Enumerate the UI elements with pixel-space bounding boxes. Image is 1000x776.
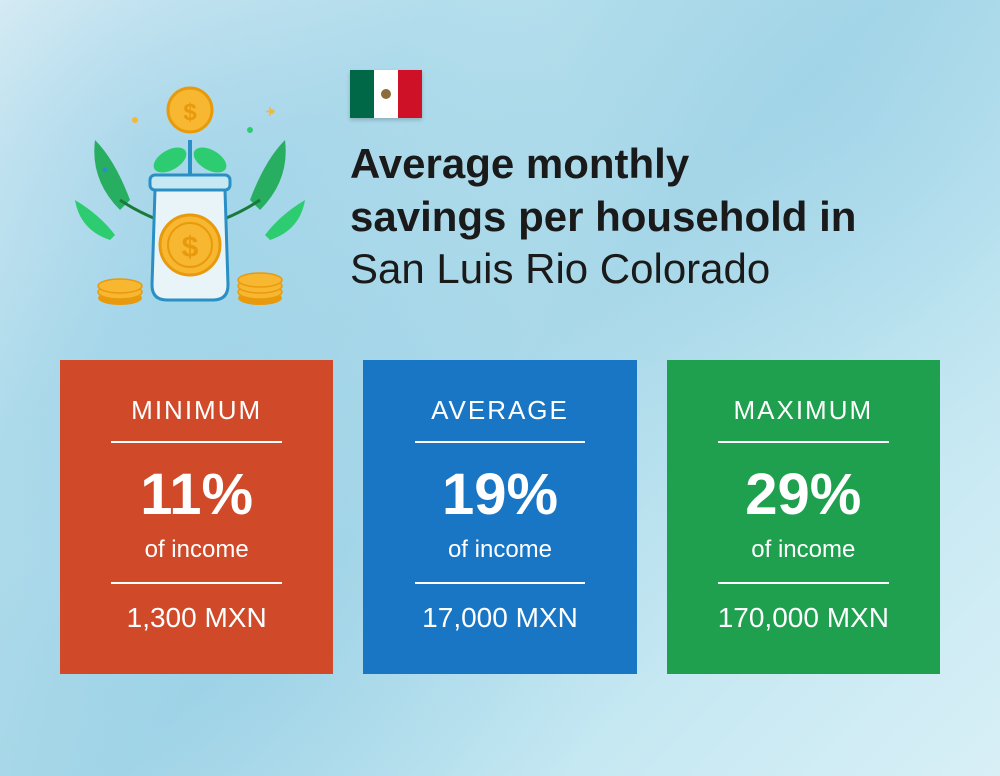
- card-percent: 11%: [90, 461, 303, 528]
- card-divider: [718, 441, 889, 443]
- stat-cards-row: MINIMUM 11% of income 1,300 MXN AVERAGE …: [0, 360, 1000, 674]
- card-divider: [111, 582, 282, 584]
- card-divider: [111, 441, 282, 443]
- card-label: MAXIMUM: [697, 395, 910, 426]
- mexico-flag-icon: [350, 70, 422, 118]
- card-percent: 29%: [697, 461, 910, 528]
- page-title: Average monthly savings per household in…: [350, 138, 940, 296]
- card-amount: 17,000 MXN: [393, 602, 606, 634]
- card-label: AVERAGE: [393, 395, 606, 426]
- card-divider: [415, 582, 586, 584]
- card-label: MINIMUM: [90, 395, 303, 426]
- card-divider: [415, 441, 586, 443]
- title-line-1: Average monthly: [350, 140, 689, 187]
- savings-jar-illustration: $ $: [60, 60, 320, 320]
- stat-card-maximum: MAXIMUM 29% of income 170,000 MXN: [667, 360, 940, 674]
- svg-text:$: $: [183, 99, 197, 126]
- card-divider: [718, 582, 889, 584]
- header-text-block: Average monthly savings per household in…: [350, 60, 940, 296]
- stat-card-average: AVERAGE 19% of income 17,000 MXN: [363, 360, 636, 674]
- flag-stripe-green: [350, 70, 374, 118]
- card-sublabel: of income: [90, 536, 303, 564]
- flag-emblem-icon: [379, 87, 393, 101]
- card-sublabel: of income: [393, 536, 606, 564]
- header-section: $ $: [0, 0, 1000, 360]
- card-sublabel: of income: [697, 536, 910, 564]
- title-line-2: savings per household in: [350, 193, 856, 240]
- svg-text:$: $: [182, 231, 199, 264]
- card-percent: 19%: [393, 461, 606, 528]
- card-amount: 1,300 MXN: [90, 602, 303, 634]
- flag-stripe-white: [374, 70, 398, 118]
- savings-jar-icon: $ $: [60, 60, 320, 320]
- card-amount: 170,000 MXN: [697, 602, 910, 634]
- title-location: San Luis Rio Colorado: [350, 245, 770, 292]
- stat-card-minimum: MINIMUM 11% of income 1,300 MXN: [60, 360, 333, 674]
- flag-stripe-red: [398, 70, 422, 118]
